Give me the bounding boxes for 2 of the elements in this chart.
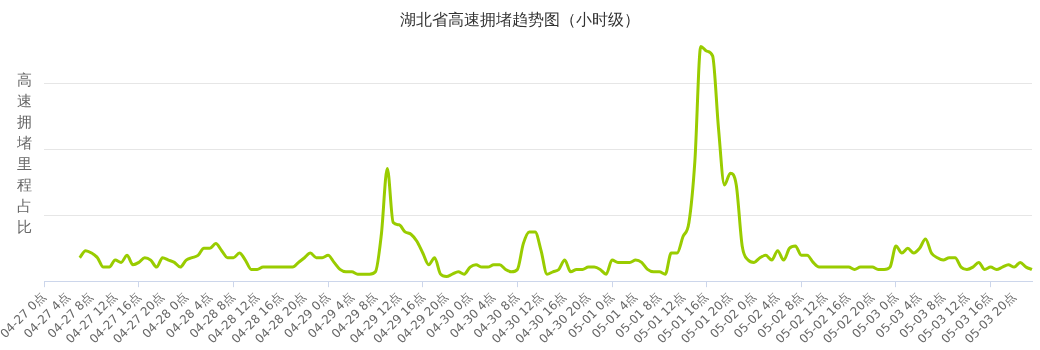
chart-title: 湖北省高速拥堵趋势图（小时级） [399, 10, 641, 31]
y-axis-title: 高速拥堵里程占比 [15, 70, 33, 238]
